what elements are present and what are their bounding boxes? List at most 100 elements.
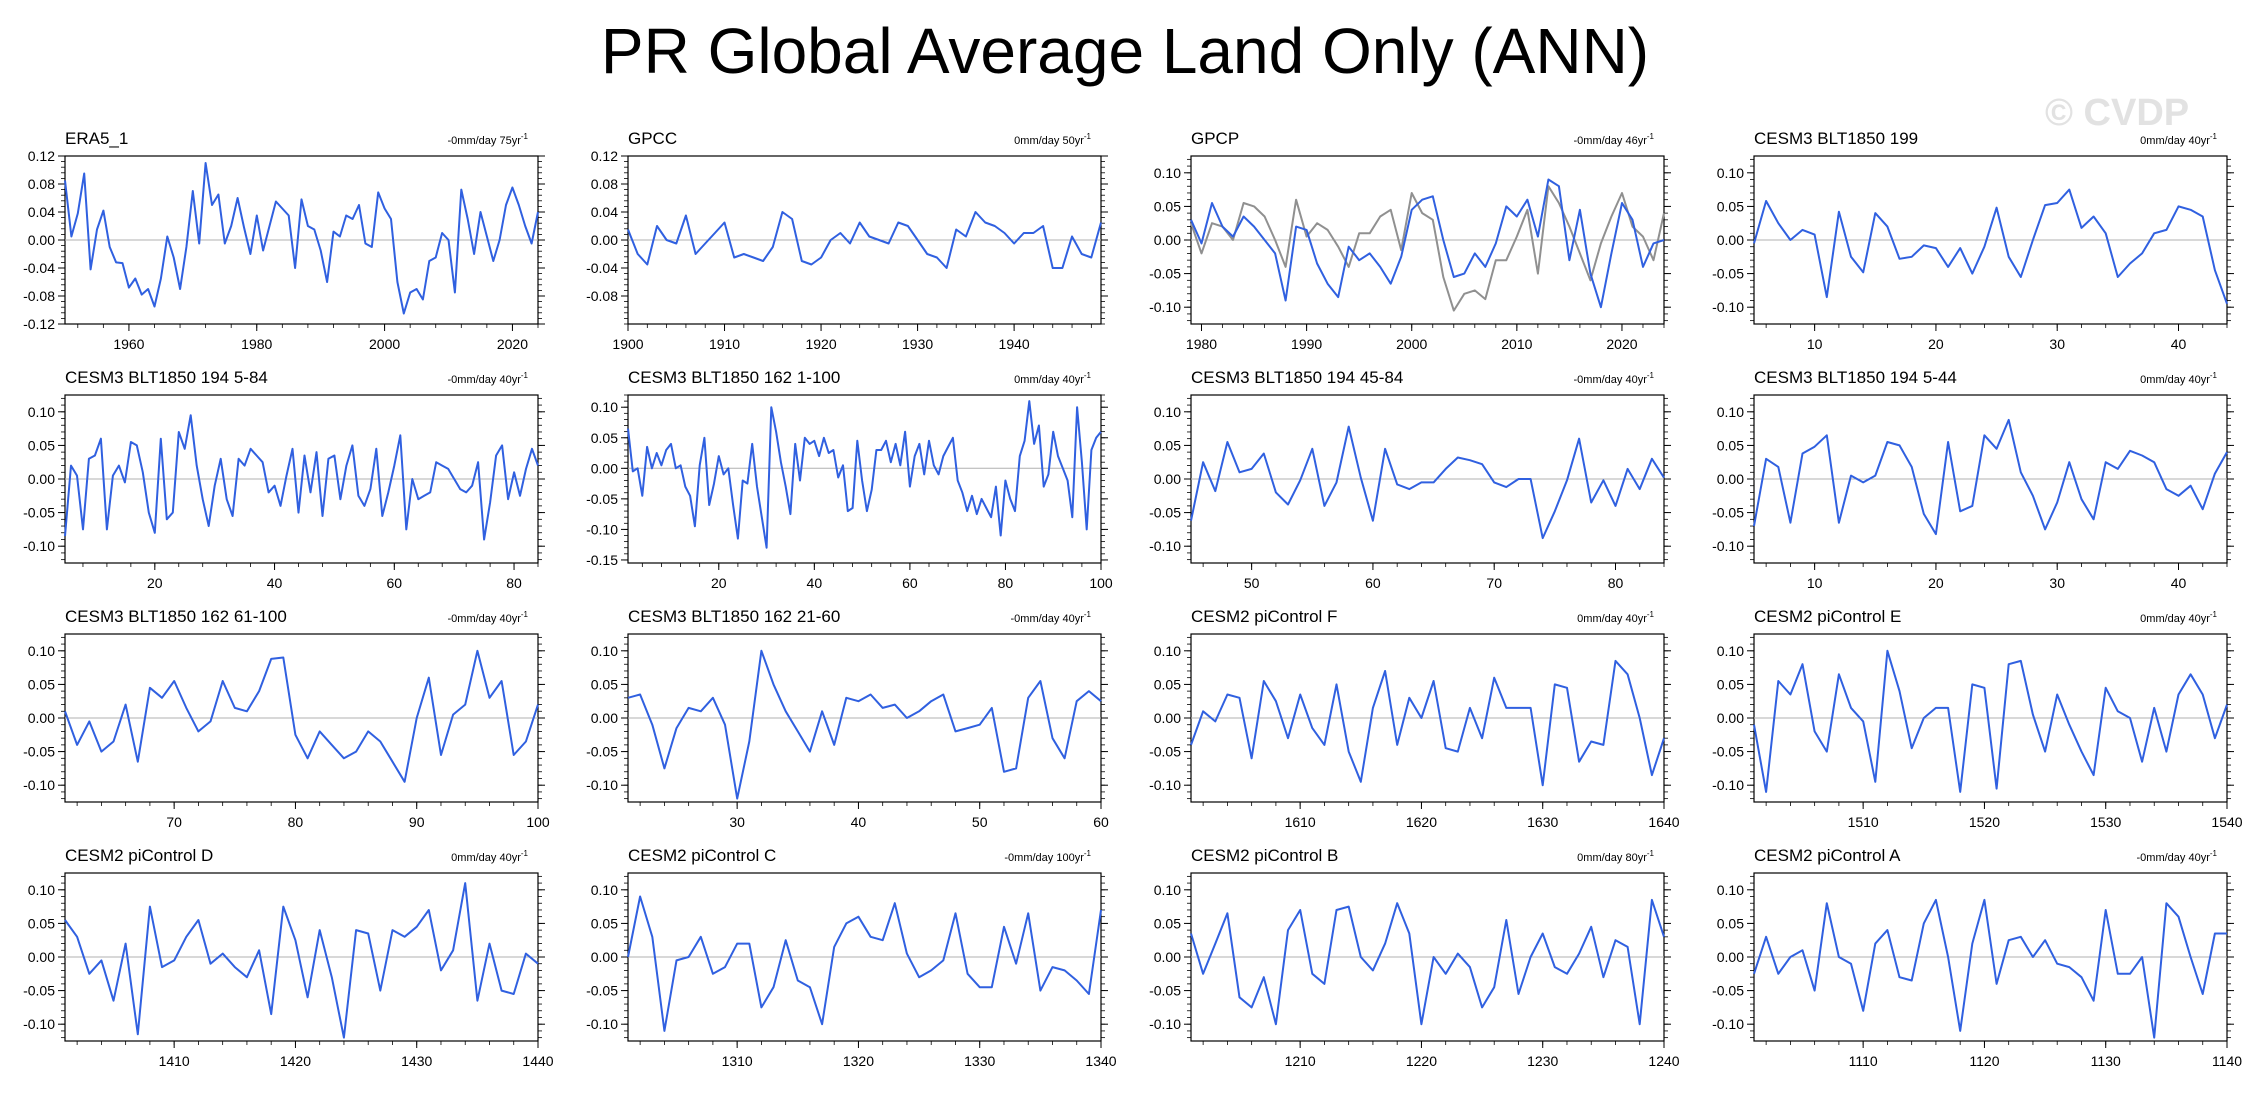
x-tick-label: 1940 [999,336,1030,352]
y-tick-label: 0.05 [28,676,55,692]
trend-exponent: -1 [2210,610,2218,619]
y-tick-label: 0.00 [28,232,55,248]
chart-panel: CESM2 piControl F 0mm/day 40yr-1 -0.10 -0.0… [1149,607,1680,830]
x-tick-label: 40 [851,814,867,830]
x-tick-label: 40 [2171,336,2187,352]
trend-exponent: -1 [1647,132,1655,141]
x-tick-label: 1630 [1527,814,1558,830]
trend-main: -0mm/day 40yr [448,613,522,625]
x-tick-label: 50 [1244,575,1260,591]
x-tick-label: 1310 [722,1053,753,1069]
x-tick-label: 1520 [1969,814,2000,830]
y-tick-label: 0.00 [28,710,55,726]
chart-panel: CESM3 BLT1850 162 61-100 -0mm/day 40yr-1-… [23,607,550,830]
trend-label: 0mm/day 40yr-1 [2140,132,2217,147]
x-tick-label: 80 [1608,575,1624,591]
y-tick-label: -0.05 [1712,744,1744,760]
trend-exponent: -1 [1084,849,1092,858]
panel-title: CESM3 BLT1850 162 21-60 [628,607,840,626]
x-tick-label: 80 [998,575,1014,591]
series-line [64,649,539,783]
trend-main: 0mm/day 40yr [2140,613,2210,625]
y-tick-label: 0.00 [1717,710,1744,726]
chart-panel: ERA5_1 -0mm/day 75yr-1 -0.12 -0.08 -0.04 0.00… [23,129,545,352]
y-tick-label: 0.00 [28,471,55,487]
y-tick-label: 0.05 [591,430,618,446]
series-line [627,211,1102,269]
y-tick-label: 0.04 [591,204,618,220]
panel-title: CESM2 piControl F [1191,607,1337,626]
y-tick-label: 0.00 [1154,232,1181,248]
x-tick-label: 1930 [902,336,933,352]
trend-exponent: -1 [1647,371,1655,380]
y-tick-label: 0.00 [591,949,618,965]
chart-panel: CESM2 piControl E 0mm/day 40yr-1 -0.10 -0.0… [1712,607,2243,830]
trend-label: 0mm/day 40yr-1 [2140,371,2217,386]
trend-exponent: -1 [1084,132,1092,141]
y-tick-label: 0.10 [591,399,618,415]
chart-panel: GPCC 0mm/day 50yr-1 -0.08 -0.04 0.00 0.04 0.08… [586,129,1108,352]
y-tick-label: 0.05 [28,915,55,931]
y-tick-label: -0.04 [586,260,618,276]
panel-title: CESM3 BLT1850 199 [1754,129,1918,148]
chart-panel: CESM3 BLT1850 162 21-60 -0mm/day 40yr-1-0… [586,607,1109,830]
y-tick-label: -0.10 [586,1016,618,1032]
series-line [64,882,539,1039]
trend-label: -0mm/day 75yr-1 [448,132,529,147]
y-tick-label: 0.05 [591,915,618,931]
x-tick-label: 1420 [280,1053,311,1069]
y-tick-label: 0.00 [1154,949,1181,965]
y-tick-label: -0.08 [23,288,55,304]
chart-panel: CESM3 BLT1850 199 0mm/day 40yr-1 -0.10 -0.0… [1712,129,2234,352]
x-tick-label: 1620 [1406,814,1437,830]
panel-title: CESM2 piControl A [1754,846,1901,865]
trend-label: 0mm/day 40yr-1 [1014,371,1091,386]
y-tick-label: 0.00 [591,460,618,476]
trend-label: -0mm/day 40yr-1 [448,371,529,386]
x-tick-label: 1140 [2212,1053,2242,1069]
series-line [1753,898,2227,1039]
x-tick-label: 20 [1928,336,1944,352]
x-tick-label: 10 [1807,336,1823,352]
x-tick-label: 80 [288,814,304,830]
series-line [1190,659,1665,787]
y-tick-label: 0.04 [28,204,55,220]
y-tick-label: 0.10 [1717,165,1744,181]
trend-main: -0mm/day 40yr [2137,852,2211,864]
chart-panel: CESM3 BLT1850 162 1-100 0mm/day 40yr-1 -0.… [586,368,1113,591]
x-tick-label: 2020 [497,336,528,352]
y-tick-label: 0.05 [1154,915,1181,931]
y-tick-label: -0.05 [23,744,55,760]
y-tick-label: -0.05 [1149,983,1181,999]
x-tick-label: 60 [902,575,918,591]
x-tick-label: 1430 [401,1053,432,1069]
y-tick-label: -0.05 [586,983,618,999]
y-tick-label: 0.10 [28,882,55,898]
panel-title: GPCP [1191,129,1239,148]
y-tick-label: -0.10 [1712,299,1744,315]
panel-title: CESM2 piControl D [65,846,213,865]
y-tick-label: 0.00 [591,232,618,248]
y-tick-label: 0.00 [1717,471,1744,487]
chart-panel: GPCP -0mm/day 46yr-1 -0.10 -0.05 0.00 0.05 0.1… [1149,129,1671,352]
page-title: PR Global Average Land Only (ANN) [600,15,1650,87]
trend-exponent: -1 [521,610,529,619]
y-tick-label: -0.05 [23,983,55,999]
trend-exponent: -1 [521,371,529,380]
y-tick-label: 0.10 [28,404,55,420]
y-tick-label: -0.04 [23,260,55,276]
y-tick-label: 0.05 [1717,198,1744,214]
trend-exponent: -1 [2210,849,2218,858]
trend-exponent: -1 [2210,132,2218,141]
x-tick-label: 80 [506,575,522,591]
series-line [627,895,1102,1032]
x-tick-label: 30 [2049,575,2065,591]
x-tick-label: 1960 [113,336,144,352]
trend-main: 0mm/day 80yr [1577,852,1647,864]
trend-exponent: -1 [1647,849,1655,858]
x-tick-label: 1340 [1085,1053,1116,1069]
y-tick-label: 0.05 [1154,437,1181,453]
trend-exponent: -1 [1084,371,1092,380]
x-tick-label: 2020 [1606,336,1637,352]
y-tick-label: -0.05 [1149,266,1181,282]
